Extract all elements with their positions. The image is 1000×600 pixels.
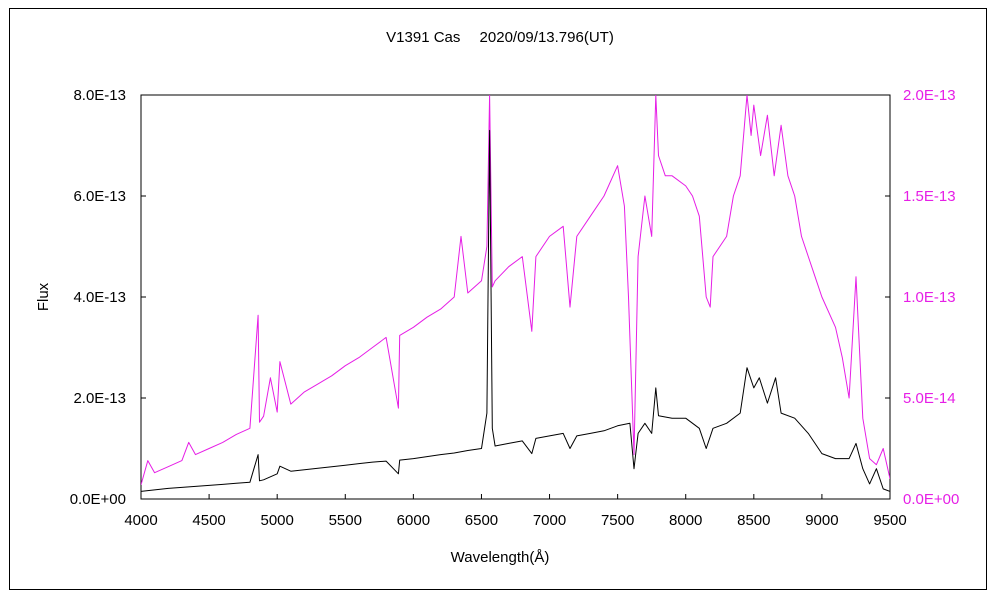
chart-title: V1391 Cas 2020/09/13.796(UT): [386, 29, 614, 46]
x-tick-label: 7000: [533, 512, 566, 529]
x-tick-label: 5000: [260, 512, 293, 529]
plot-area-border: [140, 94, 891, 500]
y-left-tick-label: 8.0E-13: [73, 87, 126, 104]
y-left-tick-label: 4.0E-13: [73, 289, 126, 306]
x-tick-label: 7500: [601, 512, 634, 529]
y-right-tick-label: 5.0E-14: [903, 390, 956, 407]
y-right-tick-label: 1.5E-13: [903, 188, 956, 205]
y-right-tick-label: 2.0E-13: [903, 87, 956, 104]
y-left-tick-label: 6.0E-13: [73, 188, 126, 205]
series-layer: [141, 95, 890, 492]
x-tick-label: 9500: [873, 512, 906, 529]
x-tick-label: 8000: [669, 512, 702, 529]
y-axis-label: Flux: [35, 282, 52, 311]
x-tick-label: 6500: [465, 512, 498, 529]
x-tick-label: 8500: [737, 512, 770, 529]
x-tick-label: 4500: [192, 512, 225, 529]
y-left-tick-label: 0.0E+00: [70, 491, 126, 508]
chart-frame: [9, 8, 987, 590]
y-right-tick-label: 0.0E+00: [903, 491, 959, 508]
x-tick-label: 6000: [397, 512, 430, 529]
axis-layer: 4000 4500 5000 5500 6000 6500 7000 7500 8000 8500…: [70, 87, 960, 529]
x-tick-label: 5500: [329, 512, 362, 529]
spectrum-line-left-axis: [141, 129, 890, 492]
x-tick-label: 4000: [124, 512, 157, 529]
x-tick-label: 9000: [805, 512, 838, 529]
y-right-tick-label: 1.0E-13: [903, 289, 956, 306]
x-axis-label: Wavelength(Å): [451, 549, 550, 566]
spectrum-line-right-axis: [141, 95, 890, 486]
y-left-tick-label: 2.0E-13: [73, 390, 126, 407]
